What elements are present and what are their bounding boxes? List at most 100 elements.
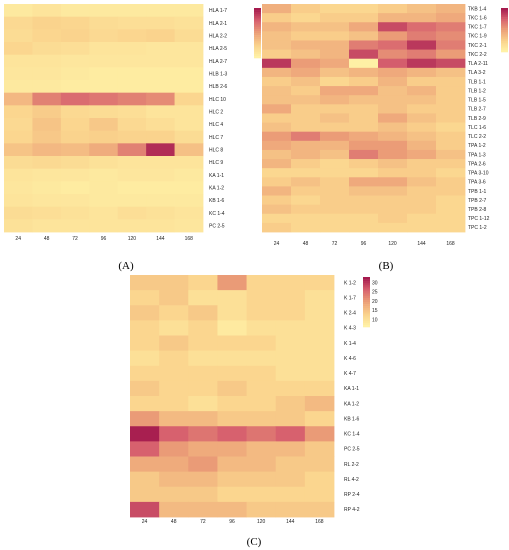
heatmap-cell <box>174 67 204 81</box>
heatmap-cell <box>117 181 147 195</box>
heatmap-cell <box>378 31 408 41</box>
colorbar-segment <box>501 30 508 33</box>
heatmap-cell <box>117 143 147 157</box>
heatmap-cell <box>320 49 350 60</box>
heatmap-cell <box>32 130 62 144</box>
heatmap-cell <box>407 4 437 14</box>
heatmap-cell <box>32 118 62 132</box>
heatmap-cell <box>4 4 33 18</box>
heatmap-cell <box>130 441 160 457</box>
heatmap-cell <box>378 222 408 233</box>
heatmap-cell <box>262 76 292 87</box>
heatmap-cell <box>262 86 292 96</box>
heatmap-cell <box>130 275 160 291</box>
heatmap-cell <box>349 159 379 169</box>
row-label: HLC 9 <box>209 160 223 166</box>
heatmap-cell <box>4 54 33 68</box>
heatmap-cell <box>378 49 408 60</box>
heatmap-cell <box>159 320 189 336</box>
heatmap-cell <box>378 195 408 206</box>
heatmap-cell <box>349 95 379 105</box>
heatmap-cell <box>89 105 119 119</box>
heatmap-cell <box>436 58 466 69</box>
heatmap-cell <box>217 335 247 352</box>
heatmap-cell <box>174 194 204 208</box>
heatmap-cell <box>304 441 335 457</box>
heatmap-cell <box>32 29 62 43</box>
row-label: KB 1-6 <box>344 416 360 422</box>
row-label: HLA 2-7 <box>209 59 227 65</box>
heatmap-cell <box>349 40 379 50</box>
colorbar-segment <box>501 37 508 40</box>
colorbar-segment <box>363 324 370 328</box>
heatmap-cell <box>291 177 321 187</box>
colorbar-segment <box>501 20 508 23</box>
heatmap-cell <box>304 365 335 382</box>
heatmap-cell <box>130 501 160 518</box>
heatmap-cell <box>89 156 119 170</box>
heatmap-cell <box>320 222 350 233</box>
colorbar-segment <box>363 320 370 324</box>
heatmap-cell <box>304 426 335 442</box>
heatmap-cell <box>130 350 160 367</box>
heatmap-cell <box>146 143 175 157</box>
heatmap-cell <box>349 213 379 224</box>
heatmap-cell <box>32 92 62 106</box>
heatmap-cell <box>275 320 306 336</box>
colorbar-segment <box>501 48 508 51</box>
heatmap-cell <box>349 113 379 123</box>
heatmap-cell <box>130 305 160 321</box>
heatmap-cell <box>320 168 350 178</box>
heatmap-cell <box>217 380 247 397</box>
heatmap-cell <box>117 67 147 81</box>
heatmap-cell <box>349 168 379 178</box>
heatmap-cell <box>349 13 379 23</box>
heatmap-cell <box>188 456 218 473</box>
colorbar-segment <box>363 314 370 317</box>
heatmap-cell <box>349 67 379 78</box>
panel-label-a: (A) <box>118 260 134 272</box>
heatmap-cell <box>32 143 62 157</box>
row-label: TPC 1-12 <box>468 216 490 222</box>
colorbar-tick-label: 20 <box>372 299 378 305</box>
heatmap-cell <box>174 80 204 94</box>
heatmap-cell <box>304 380 335 397</box>
column-label: 120 <box>128 236 137 242</box>
heatmap-cell <box>407 67 437 78</box>
heatmap-cell <box>246 350 277 367</box>
heatmap-cell <box>217 456 247 473</box>
heatmap-cell <box>291 31 321 41</box>
heatmap-cell <box>436 22 466 32</box>
colorbar-segment <box>501 50 508 53</box>
colorbar-segment <box>501 15 508 18</box>
colorbar-segment <box>254 20 261 23</box>
row-label: HLA 2-1 <box>209 21 227 27</box>
heatmap-cell <box>4 42 33 56</box>
row-label: K 4-3 <box>344 326 356 332</box>
colorbar-segment <box>501 11 508 14</box>
heatmap-cell <box>217 320 247 336</box>
row-label: K 1-7 <box>344 295 356 301</box>
heatmap-cell <box>304 350 335 367</box>
row-label: TPB 1-1 <box>468 189 487 195</box>
column-label: 96 <box>229 519 235 525</box>
heatmap-cell <box>159 471 189 488</box>
heatmap-cell <box>262 131 292 142</box>
heatmap-cell <box>349 86 379 96</box>
row-label: K 1-4 <box>344 341 356 347</box>
colorbar-segment <box>501 42 508 45</box>
panel-label-c: (C) <box>247 536 262 548</box>
colorbar-segment <box>254 26 261 30</box>
heatmap-cell <box>60 206 90 220</box>
colorbar-segment <box>363 285 370 288</box>
heatmap-cell <box>291 95 321 105</box>
colorbar-tick-label: 15 <box>372 308 378 314</box>
column-label: 144 <box>286 519 295 525</box>
colorbar-segment <box>254 16 261 19</box>
heatmap-cell <box>4 130 33 144</box>
colorbar-segment <box>501 8 508 11</box>
colorbar-segment <box>254 24 261 28</box>
heatmap-cell <box>4 118 33 132</box>
row-label: KC 1-4 <box>344 432 360 438</box>
heatmap-cell <box>246 411 277 427</box>
